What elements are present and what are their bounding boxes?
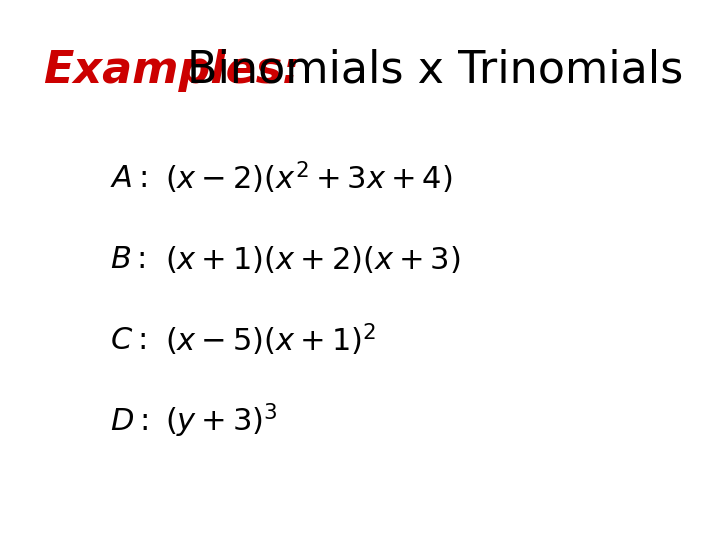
Text: $D:$: $D:$ [110, 407, 148, 436]
Text: $(x-5)(x+1)^2$: $(x-5)(x+1)^2$ [165, 322, 377, 359]
Text: $(x+1)(x+2)(x+3)$: $(x+1)(x+2)(x+3)$ [165, 244, 461, 275]
Text: $C:$: $C:$ [110, 326, 146, 355]
Text: Binomials x Trinomials: Binomials x Trinomials [186, 49, 683, 92]
Text: $(x-2)(x^2+3x+4)$: $(x-2)(x^2+3x+4)$ [165, 160, 453, 197]
Text: $(y+3)^3$: $(y+3)^3$ [165, 402, 278, 441]
Text: Examples:: Examples: [42, 49, 300, 92]
Text: $B:$: $B:$ [110, 245, 145, 274]
Text: $A:$: $A:$ [110, 164, 148, 193]
